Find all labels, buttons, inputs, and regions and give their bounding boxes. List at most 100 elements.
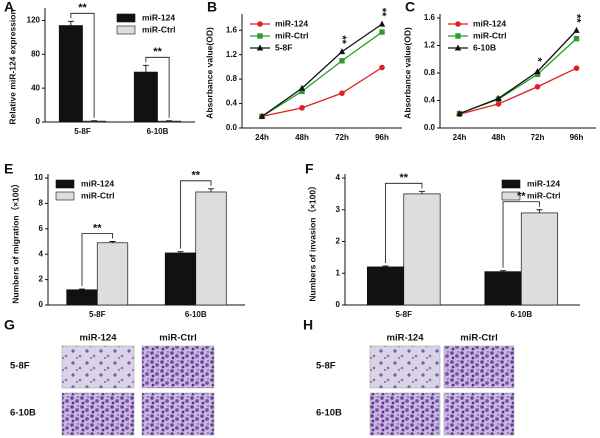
- y-tick-label: 80: [31, 49, 40, 58]
- point: [379, 64, 385, 71]
- y-tick-label: 4: [336, 173, 341, 182]
- y-tick-label: 1: [336, 268, 341, 277]
- legend-label: miR-124: [473, 18, 506, 28]
- y-tick-label: 1.2: [424, 41, 436, 50]
- row-label: 5-8F: [316, 361, 336, 372]
- significance-bracket: [180, 180, 212, 249]
- significance-label: **: [336, 35, 348, 44]
- legend-label: miR-Ctrl: [473, 30, 507, 40]
- point: [495, 94, 502, 101]
- micrograph: [141, 345, 215, 389]
- point: [534, 68, 541, 75]
- y-tick-label: 40: [31, 83, 40, 92]
- legend-marker: [455, 33, 461, 39]
- significance-bracket: [145, 56, 170, 118]
- x-tick-label: 5-8F: [396, 310, 413, 319]
- x-tick-label: 6-10B: [185, 310, 207, 319]
- x-tick-label: 6-10B: [147, 127, 169, 136]
- legend-marker: [257, 21, 263, 27]
- legend-label: miR-Ctrl: [527, 190, 561, 200]
- y-tick-label: 0.8: [424, 68, 436, 77]
- y-tick-label: 0.4: [226, 99, 238, 108]
- bar: [66, 289, 98, 306]
- point: [338, 48, 346, 55]
- error-bar: [536, 209, 543, 213]
- significance-bracket: [385, 182, 423, 263]
- bar: [520, 212, 559, 306]
- significance-label: **: [376, 8, 388, 17]
- column-label: miR-Ctrl: [159, 333, 196, 344]
- legend-label: miR-Ctrl: [275, 30, 309, 40]
- significance-bracket: [81, 233, 113, 287]
- significance-bracket: [502, 201, 540, 268]
- x-tick-label: 6-10B: [510, 310, 532, 319]
- micrograph: [369, 392, 441, 436]
- significance-bracket: [70, 12, 95, 118]
- y-tick-label: 4: [39, 249, 44, 258]
- series-line: [459, 29, 577, 115]
- point: [573, 35, 580, 42]
- x-tick-label: 96h: [570, 133, 584, 142]
- x-tick-label: 72h: [531, 133, 545, 142]
- y-tick-label: 0.8: [226, 74, 238, 83]
- point: [495, 101, 502, 107]
- micrograph: [141, 392, 215, 436]
- error-bar: [67, 20, 74, 26]
- y-tick-label: 0.4: [424, 96, 436, 105]
- significance-label: **: [517, 191, 526, 203]
- y-tick-label: 2: [336, 237, 341, 246]
- legend-marker: [256, 44, 264, 51]
- panel-label: C: [405, 0, 415, 15]
- point: [378, 20, 386, 27]
- legend-swatch: [116, 25, 136, 35]
- significance-label: *: [532, 57, 544, 62]
- legend-swatch: [55, 191, 75, 201]
- bar: [484, 271, 522, 306]
- bar: [157, 120, 182, 123]
- bar: [133, 71, 158, 123]
- error-bar: [382, 265, 389, 267]
- bar: [164, 252, 197, 306]
- row-label: 5-8F: [10, 361, 30, 372]
- x-tick-label: 72h: [335, 133, 349, 142]
- legend-swatch: [116, 13, 136, 23]
- y-axis-label: Relative miR-124 expression: [7, 9, 17, 124]
- error-bar: [208, 188, 215, 192]
- column-label: miR-124: [387, 333, 425, 344]
- y-tick-label: 1.6: [226, 25, 238, 34]
- micrograph: [61, 345, 135, 389]
- x-tick-label: 24h: [453, 133, 467, 142]
- micrograph: [443, 392, 515, 436]
- legend-marker: [454, 44, 462, 51]
- significance-label: **: [399, 172, 408, 184]
- x-tick-label: 48h: [295, 133, 309, 142]
- legend-marker: [455, 21, 461, 27]
- y-tick-label: 0.0: [424, 123, 436, 132]
- legend-label: miR-Ctrl: [81, 190, 115, 200]
- y-tick-label: 10: [34, 173, 43, 182]
- y-tick-label: 0.0: [226, 123, 238, 132]
- x-tick-label: 5-8F: [89, 310, 106, 319]
- panel-label: G: [4, 317, 15, 333]
- x-tick-label: 24h: [255, 133, 269, 142]
- significance-label: **: [191, 170, 200, 182]
- significance-label: **: [571, 14, 583, 23]
- bar: [403, 193, 441, 306]
- bar: [366, 266, 405, 306]
- error-bar: [142, 64, 149, 73]
- legend-label: miR-124: [142, 12, 175, 22]
- panel-label: B: [207, 0, 217, 15]
- series-line: [459, 67, 577, 115]
- series-line: [261, 23, 383, 117]
- panel-label: F: [305, 161, 314, 177]
- point: [534, 71, 541, 78]
- column-label: miR-Ctrl: [460, 333, 497, 344]
- bar: [195, 191, 227, 306]
- x-tick-label: 5-8F: [74, 127, 91, 136]
- micrograph: [369, 345, 441, 389]
- point: [298, 84, 306, 91]
- point: [339, 58, 345, 64]
- y-tick-label: 1.2: [226, 50, 238, 59]
- micrograph: [443, 345, 515, 389]
- error-bar: [78, 288, 85, 290]
